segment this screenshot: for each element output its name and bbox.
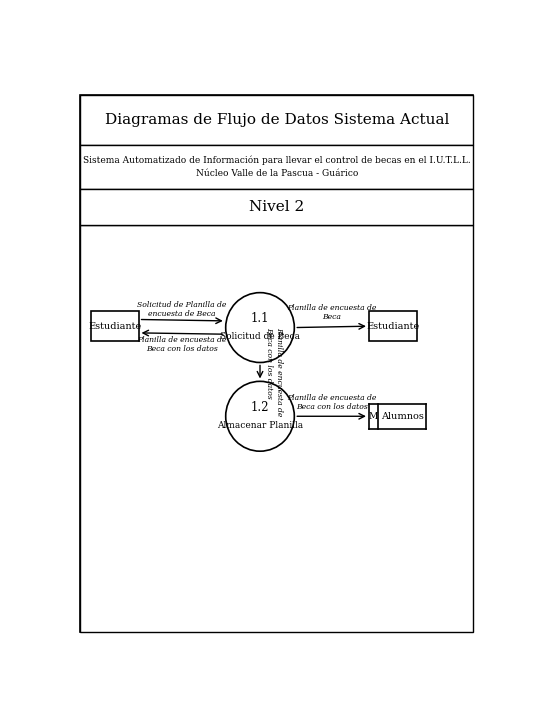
FancyBboxPatch shape: [369, 311, 417, 341]
Text: Planilla de encuesta de
Beca con los datos: Planilla de encuesta de Beca con los dat…: [287, 394, 376, 410]
Text: Solicitud de Planilla de
encuesta de Beca: Solicitud de Planilla de encuesta de Bec…: [138, 301, 227, 318]
Text: Solicitud de Beca: Solicitud de Beca: [220, 332, 300, 341]
FancyBboxPatch shape: [80, 95, 474, 632]
Ellipse shape: [226, 292, 294, 362]
Text: Alumnos: Alumnos: [381, 412, 423, 420]
FancyBboxPatch shape: [80, 189, 474, 225]
Text: Planilla de encuesta de
Beca con los datos: Planilla de encuesta de Beca con los dat…: [138, 336, 227, 353]
Text: Nivel 2: Nivel 2: [249, 200, 305, 214]
FancyBboxPatch shape: [80, 225, 474, 632]
Text: Sistema Automatizado de Información para llevar el control de becas en el I.U.T.: Sistema Automatizado de Información para…: [83, 156, 471, 178]
Text: Diagramas de Flujo de Datos Sistema Actual: Diagramas de Flujo de Datos Sistema Actu…: [105, 112, 449, 127]
Text: Estudiante: Estudiante: [366, 322, 420, 330]
FancyBboxPatch shape: [91, 311, 139, 341]
FancyBboxPatch shape: [80, 95, 474, 145]
Text: 1.1: 1.1: [251, 312, 269, 325]
Text: M: M: [369, 412, 378, 420]
Text: Almacenar Planilla: Almacenar Planilla: [217, 420, 303, 430]
Text: 1.2: 1.2: [251, 401, 269, 414]
FancyBboxPatch shape: [80, 145, 474, 189]
Ellipse shape: [226, 382, 294, 451]
Text: Planilla de encuesta de
Beca con los datos: Planilla de encuesta de Beca con los dat…: [266, 327, 282, 417]
Text: Planilla de encuesta de
Beca: Planilla de encuesta de Beca: [287, 304, 376, 321]
Text: Estudiante: Estudiante: [88, 322, 141, 330]
